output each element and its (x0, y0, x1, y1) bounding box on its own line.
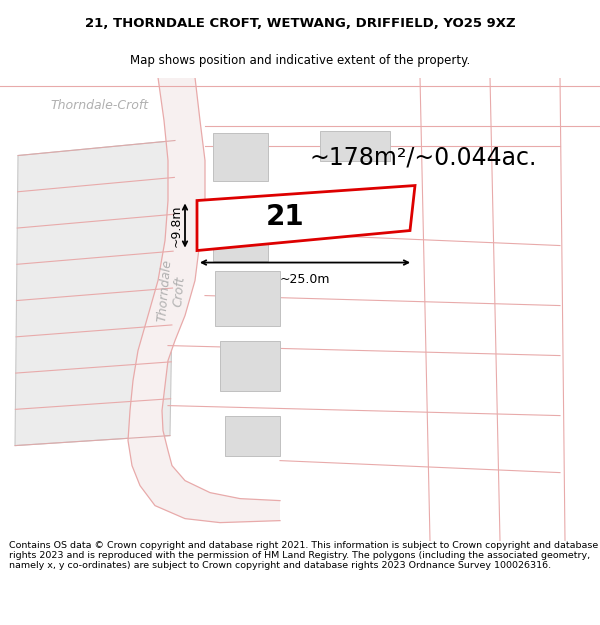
Text: Contains OS data © Crown copyright and database right 2021. This information is : Contains OS data © Crown copyright and d… (9, 541, 598, 571)
Text: 21: 21 (265, 202, 304, 231)
Text: ~178m²/~0.044ac.: ~178m²/~0.044ac. (310, 146, 538, 169)
Polygon shape (197, 186, 415, 251)
Bar (220, 341, 280, 391)
Text: ~25.0m: ~25.0m (280, 272, 330, 286)
Bar (225, 416, 280, 456)
Polygon shape (15, 141, 175, 446)
Bar (213, 132, 268, 181)
Text: Map shows position and indicative extent of the property.: Map shows position and indicative extent… (130, 54, 470, 67)
Bar (215, 271, 280, 326)
Polygon shape (128, 78, 280, 522)
Text: Thorndale
Croft: Thorndale Croft (155, 258, 188, 323)
Text: 21, THORNDALE CROFT, WETWANG, DRIFFIELD, YO25 9XZ: 21, THORNDALE CROFT, WETWANG, DRIFFIELD,… (85, 17, 515, 30)
Text: ~9.8m: ~9.8m (170, 204, 183, 247)
Text: Thorndale-Croft: Thorndale-Croft (51, 99, 149, 112)
Bar (213, 209, 268, 261)
Bar (320, 131, 390, 161)
